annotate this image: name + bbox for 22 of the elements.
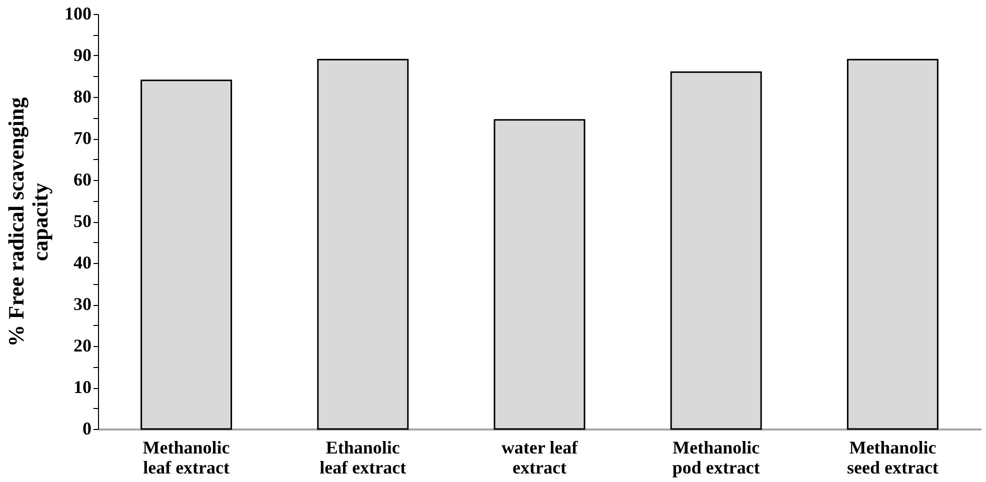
x-tick-label: water leaf extract: [501, 438, 579, 478]
x-tick-label: Methanolic leaf extract: [142, 438, 230, 478]
bar: [670, 71, 762, 430]
y-tick-label: 50: [74, 211, 92, 231]
y-tick-label: 100: [64, 4, 92, 24]
y-tick-label: 60: [74, 170, 92, 190]
y-tick-label: 0: [82, 418, 92, 438]
y-tick-label: 90: [74, 45, 92, 65]
x-tick-label: Methanolic seed extract: [846, 438, 938, 478]
bar: [140, 80, 232, 430]
x-tick-label: Ethanolic leaf extract: [320, 438, 406, 478]
y-tick-label: 40: [74, 252, 92, 272]
y-axis-title: % Free radical scavenging capacity: [4, 97, 52, 347]
bar: [494, 119, 586, 430]
bar: [846, 58, 938, 430]
x-tick-label: Methanolic pod extract: [672, 438, 760, 478]
bar: [317, 58, 409, 430]
y-tick-label: 80: [74, 86, 92, 106]
y-tick-label: 10: [74, 377, 92, 397]
y-tick-label: 70: [74, 128, 92, 148]
y-tick-label: 30: [74, 294, 92, 314]
y-tick-label: 20: [74, 336, 92, 356]
